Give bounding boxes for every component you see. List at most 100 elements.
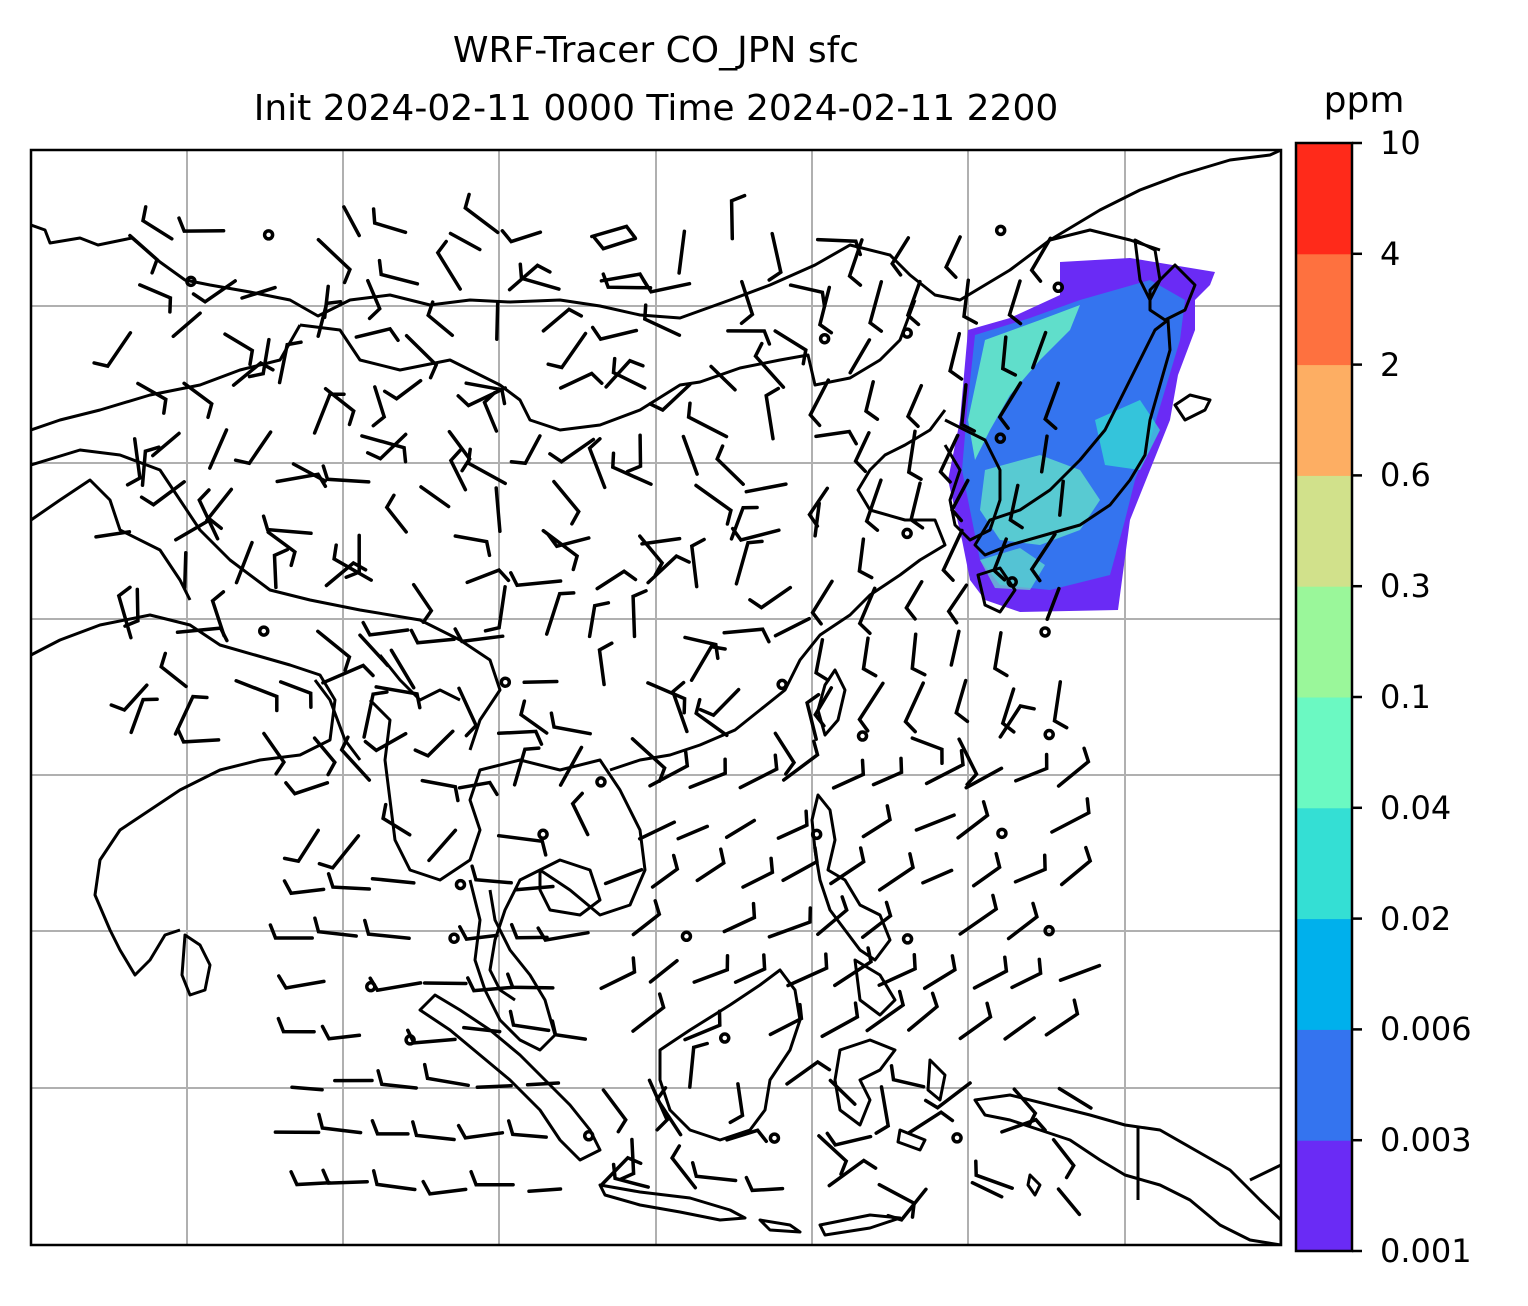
wind-barb	[753, 341, 786, 389]
wind-barb	[768, 1002, 804, 1037]
wind-barb	[507, 263, 552, 292]
wind-barb	[483, 585, 507, 633]
wind-barb	[506, 1119, 548, 1139]
wind-barb	[650, 853, 680, 889]
wind-barb	[558, 745, 584, 787]
wind-barb	[1056, 1187, 1082, 1217]
wind-barb	[781, 739, 820, 782]
wind-barb	[1000, 687, 1016, 734]
wind-barb	[182, 551, 188, 590]
wind-barb	[1003, 1016, 1036, 1041]
wind-barb	[463, 192, 500, 235]
colorbar-tick-label: 4	[1380, 234, 1401, 273]
wind-barb	[962, 278, 979, 325]
wind-barb	[210, 590, 226, 638]
wind-barb	[638, 534, 665, 577]
wind-barb	[597, 641, 614, 687]
colorbar-unit-label: ppm	[1323, 80, 1405, 121]
wind-barb	[637, 820, 677, 841]
wind-barb	[694, 483, 733, 526]
wind-barb	[419, 485, 451, 509]
wind-barb	[847, 238, 864, 287]
wind-barb	[494, 486, 502, 533]
wind-barb	[421, 1179, 468, 1196]
colorbar-tick-label: 10	[1380, 124, 1421, 162]
wind-barb	[205, 487, 234, 522]
wind-barb	[475, 1084, 513, 1089]
wind-barb	[466, 976, 514, 993]
calm-wind-marker	[1043, 728, 1055, 741]
wind-barb	[733, 953, 767, 984]
wind-barb	[829, 846, 866, 886]
wind-barb	[316, 299, 343, 338]
wind-barb	[406, 1028, 457, 1045]
calm-wind-marker	[454, 878, 467, 891]
wind-barb	[363, 918, 411, 941]
wind-barb	[370, 876, 416, 885]
wind-barb	[525, 1081, 561, 1087]
wind-barb	[683, 635, 720, 661]
wind-barb	[948, 331, 964, 381]
wind-barb	[813, 501, 821, 538]
wind-barb	[956, 800, 990, 840]
wind-barb	[366, 278, 382, 321]
wind-barb	[290, 1085, 324, 1092]
colorbar-segment	[1296, 475, 1352, 587]
colorbar-tick-label: 0.006	[1380, 1010, 1472, 1049]
wind-barb	[590, 224, 637, 240]
calm-wind-marker	[951, 1132, 963, 1144]
wind-barb	[312, 736, 337, 777]
wind-barb	[788, 283, 827, 308]
colorbar-segment	[1296, 1140, 1352, 1252]
wind-barb	[173, 694, 209, 736]
wind-barb	[457, 780, 499, 797]
wind-barb	[223, 332, 255, 367]
wind-barb	[138, 283, 173, 314]
wind-barb	[312, 392, 346, 435]
wind-barb	[677, 229, 687, 275]
wind-barb	[814, 638, 830, 682]
wind-barb	[905, 383, 924, 429]
wind-barb	[371, 207, 408, 235]
wind-barb	[384, 493, 408, 534]
wind-barb	[998, 704, 1036, 739]
map-frame	[29, 148, 1283, 1247]
wind-barb	[848, 338, 872, 375]
calm-wind-marker	[718, 1032, 731, 1044]
wind-barb	[648, 750, 690, 788]
wind-barb	[729, 505, 759, 541]
wind-barb	[496, 729, 544, 746]
colorbar-tick-label: 0.02	[1380, 899, 1452, 938]
wind-barb	[518, 262, 561, 291]
wind-barb	[278, 680, 313, 709]
wind-barb	[631, 992, 666, 1033]
wind-barb	[914, 813, 956, 832]
wind-barb	[313, 916, 358, 938]
wind-barb	[509, 922, 549, 940]
wind-barb	[261, 514, 313, 536]
wind-barb	[861, 804, 892, 839]
wind-barb	[509, 571, 563, 588]
wind-barb	[321, 663, 375, 685]
wind-barb	[247, 337, 271, 379]
calm-wind-marker	[901, 933, 914, 945]
wind-barb	[320, 1024, 362, 1041]
wind-barb	[277, 340, 303, 385]
calm-wind-marker	[1043, 924, 1055, 937]
map-subtitle: Init 2024-02-11 0000 Time 2024-02-11 220…	[253, 88, 1059, 129]
wind-barb	[381, 802, 412, 837]
wind-barb	[1052, 680, 1069, 730]
wind-barb	[689, 644, 727, 682]
wind-barb	[641, 278, 692, 294]
wind-barb	[191, 279, 237, 304]
wind-barb	[139, 480, 186, 507]
wind-barb	[522, 679, 559, 685]
wind-barb	[695, 847, 726, 883]
colorbar-tick-label: 0.001	[1380, 1232, 1472, 1270]
wind-barb	[603, 867, 644, 886]
wind-barb	[958, 893, 999, 936]
wind-barb	[541, 528, 580, 572]
wind-barb	[785, 1059, 832, 1086]
wind-barb	[339, 735, 372, 782]
wind-barb	[422, 1062, 470, 1088]
